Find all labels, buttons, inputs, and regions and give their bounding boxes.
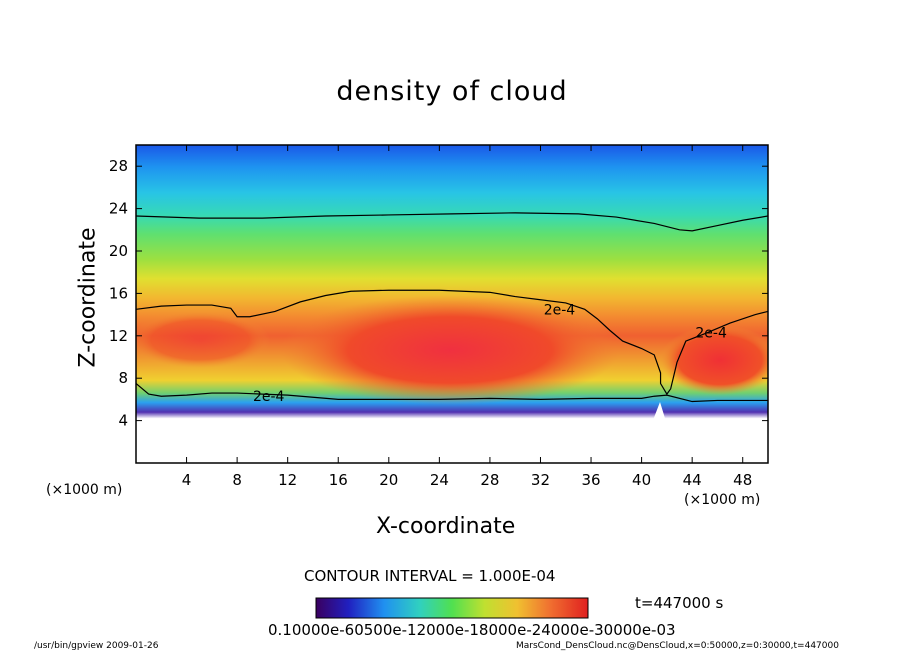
contour-line-2e-4	[136, 289, 768, 396]
x-tick-label: 48	[733, 471, 752, 489]
contour-interval: CONTOUR INTERVAL = 1.000E-04	[304, 567, 556, 585]
plot-frame	[135, 144, 769, 464]
colorbar-labels: 0.10000e-60500e-12000e-18000e-24000e-300…	[268, 621, 676, 639]
x-axis-label: X-coordinate	[376, 514, 516, 539]
y-axis-label: Z-coordinate	[75, 227, 101, 368]
contour-labels: 2e-4 2e-4 2e-4	[253, 302, 727, 405]
footer-left: /usr/bin/gpview 2009-01-26	[34, 641, 159, 651]
x-tick-label: 12	[278, 471, 297, 489]
x-unit-right: (×1000 m)	[684, 492, 761, 508]
x-tick-label: 8	[232, 471, 242, 489]
x-unit-left: (×1000 m)	[46, 482, 123, 498]
contour-line-upper	[136, 212, 768, 232]
x-tick-label: 16	[329, 471, 348, 489]
contour-label: 2e-4	[695, 326, 727, 342]
x-tick-label: 40	[632, 471, 651, 489]
chart-title: density of cloud	[336, 76, 568, 107]
y-axis: 4 8 12 16 20 24 28	[109, 157, 768, 430]
y-tick-label: 4	[118, 412, 128, 430]
contour-label: 2e-4	[544, 302, 576, 318]
x-tick-label: 24	[430, 471, 449, 489]
x-tick-label: 28	[480, 471, 499, 489]
x-tick-label: 44	[683, 471, 702, 489]
contour-line-lower	[136, 383, 768, 403]
colorbar	[315, 597, 589, 619]
x-tick-label: 32	[531, 471, 550, 489]
y-tick-label: 8	[118, 369, 128, 387]
y-tick-label: 24	[109, 200, 128, 218]
y-tick-label: 20	[109, 242, 128, 260]
plot-field	[136, 145, 768, 463]
y-tick-label: 12	[109, 327, 128, 345]
x-tick-label: 4	[182, 471, 192, 489]
y-tick-label: 28	[109, 157, 128, 175]
x-axis: 4 8 12 16 20 24 28 32 36 40 44 48	[182, 145, 752, 489]
footer-right: MarsCond_DensCloud.nc@DensCloud,x=0:5000…	[516, 641, 839, 651]
x-tick-label: 20	[379, 471, 398, 489]
y-tick-label: 16	[109, 284, 128, 302]
time-label: t=447000 s	[635, 594, 724, 612]
contour-label: 2e-4	[253, 389, 285, 405]
x-tick-label: 36	[581, 471, 600, 489]
